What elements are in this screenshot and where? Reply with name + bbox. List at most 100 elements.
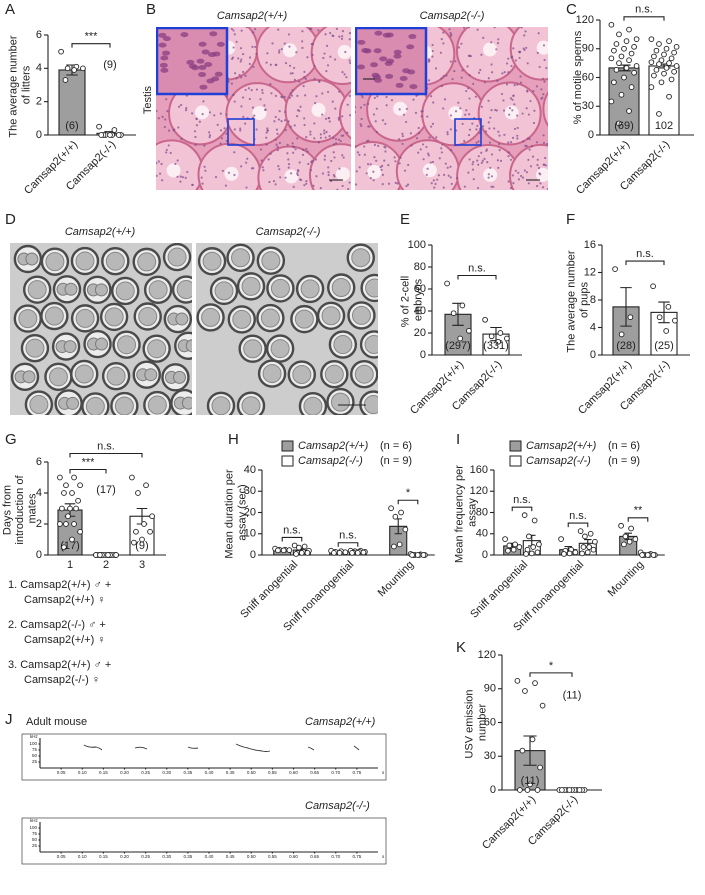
nucleus (307, 163, 309, 165)
nucleus (292, 142, 294, 144)
nucleus (246, 26, 248, 28)
x-tick-label: 3 (139, 559, 145, 571)
data-point (355, 550, 360, 555)
nucleus (545, 164, 547, 166)
nucleus (158, 117, 160, 119)
y-tick-label: 0 (250, 549, 256, 561)
data-point (507, 543, 512, 548)
nucleus (234, 33, 236, 35)
nucleus (384, 150, 386, 152)
data-point (609, 56, 614, 61)
data-point (63, 78, 68, 83)
nucleus (292, 152, 294, 154)
inset-cell (217, 42, 225, 47)
nucleus (248, 87, 250, 89)
nucleus (484, 81, 486, 83)
cytoplasm (215, 282, 233, 300)
nucleus (301, 30, 303, 32)
nucleus (510, 187, 512, 189)
significance-label: n.s. (635, 4, 653, 16)
data-point (583, 534, 588, 539)
data-point (535, 550, 540, 555)
data-point (591, 547, 596, 552)
inset-cell (215, 72, 223, 77)
nucleus (251, 46, 253, 48)
inset-cell (408, 34, 416, 39)
nucleus (527, 137, 529, 139)
nucleus (327, 166, 329, 168)
nucleus (391, 99, 393, 101)
nucleus (399, 108, 401, 110)
y-tick-label: 60 (484, 716, 496, 728)
inset-cell (189, 64, 197, 69)
nucleus (325, 70, 327, 72)
nucleus (161, 179, 163, 181)
nucleus (477, 29, 479, 31)
x-tick-label: 0.45 (226, 770, 235, 775)
nucleus (335, 142, 337, 144)
nucleus (273, 180, 275, 182)
data-point (617, 32, 622, 37)
significance-label: n.s. (468, 262, 486, 274)
nucleus (460, 43, 462, 45)
data-point (287, 548, 292, 553)
nucleus (519, 75, 521, 77)
nucleus (185, 107, 187, 109)
data-point (410, 553, 415, 558)
x-tick-label: 0.30 (162, 770, 171, 775)
panel-letter: B (146, 1, 156, 18)
nucleus (539, 66, 541, 68)
nucleus (342, 185, 344, 187)
data-point (299, 550, 304, 555)
nucleus (261, 159, 263, 161)
significance-label: n.s. (283, 524, 301, 536)
y-tick-label: 75 (32, 831, 38, 836)
data-point (361, 550, 366, 555)
nucleus (520, 175, 522, 177)
x-tick-label: 0.75 (352, 854, 361, 859)
nucleus (466, 65, 468, 67)
nucleus (164, 118, 166, 120)
data-point (150, 514, 155, 519)
nucleus (375, 120, 377, 122)
nucleus (255, 128, 257, 130)
data-point (393, 514, 398, 519)
nucleus (281, 48, 283, 50)
nucleus (510, 159, 512, 161)
nucleus (510, 141, 512, 143)
y-tick-label: 16 (584, 239, 596, 251)
nucleus (280, 120, 282, 122)
data-point (294, 552, 299, 557)
inset-cell (402, 68, 410, 73)
nucleus (439, 157, 441, 159)
nucleus (502, 99, 504, 101)
nucleus (470, 55, 472, 57)
nucleus (527, 62, 529, 64)
nucleus (441, 143, 443, 145)
data-point (60, 506, 65, 511)
nucleus (186, 171, 188, 173)
data-point (78, 483, 83, 488)
data-point (66, 514, 71, 519)
nucleus (463, 26, 465, 28)
data-point (667, 61, 672, 66)
nucleus (318, 141, 320, 143)
nucleus (441, 85, 443, 87)
inset-cell (209, 31, 217, 36)
nucleus (485, 130, 487, 132)
legend-n: (n = 6) (380, 440, 412, 452)
nucleus (490, 41, 492, 43)
significance-label: n.s. (513, 494, 531, 506)
y-tick-label: 12 (584, 266, 596, 278)
nucleus (472, 83, 474, 85)
mating-key: Camsap2(+/+) ♀ (24, 634, 106, 646)
nucleus (399, 157, 401, 159)
data-point (506, 548, 511, 553)
y-tick-label: 20 (414, 327, 426, 339)
data-point (622, 46, 627, 51)
legend-swatch (282, 456, 293, 466)
nucleus (545, 67, 547, 69)
data-point (68, 506, 73, 511)
nucleus (338, 91, 340, 93)
cytoplasm (115, 397, 133, 415)
